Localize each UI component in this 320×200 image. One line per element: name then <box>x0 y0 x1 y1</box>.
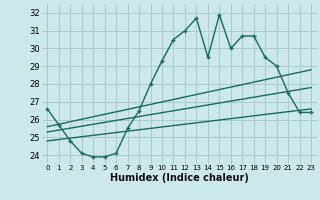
X-axis label: Humidex (Indice chaleur): Humidex (Indice chaleur) <box>110 173 249 183</box>
